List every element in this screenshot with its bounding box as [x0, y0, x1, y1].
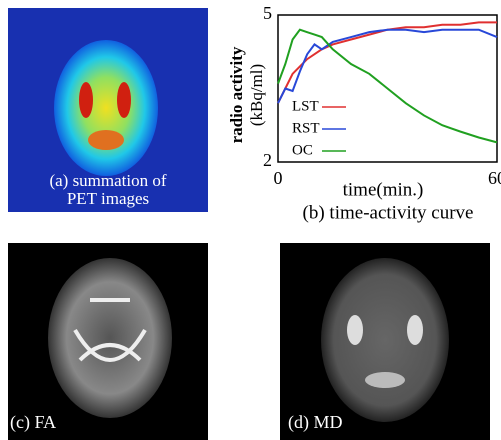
y-tick-label: 2 — [263, 150, 272, 170]
x-tick-label: 0 — [274, 168, 283, 188]
series-line — [278, 22, 497, 103]
legend-label: OC — [292, 142, 313, 158]
y-axis-label: radio activity — [227, 46, 246, 143]
md-image — [280, 243, 490, 440]
caption: PET images — [67, 189, 149, 208]
caption: (c) FA — [10, 412, 56, 433]
x-tick-label: 60 — [488, 168, 501, 188]
legend-label: LST — [292, 98, 319, 114]
legend-label: RST — [292, 120, 320, 136]
fa-image — [8, 243, 208, 440]
y-axis-label: (kBq/ml) — [247, 64, 266, 126]
chart-caption: (b) time-activity curve — [303, 202, 474, 223]
caption: (a) summation of — [49, 171, 166, 190]
caption: (d) MD — [288, 412, 343, 433]
x-axis-label: time(min.) — [343, 179, 424, 200]
series-line — [278, 30, 497, 104]
figure: (a) summation of PET images (c) FA (d) M… — [0, 0, 501, 440]
y-tick-label: 5 — [263, 3, 272, 23]
